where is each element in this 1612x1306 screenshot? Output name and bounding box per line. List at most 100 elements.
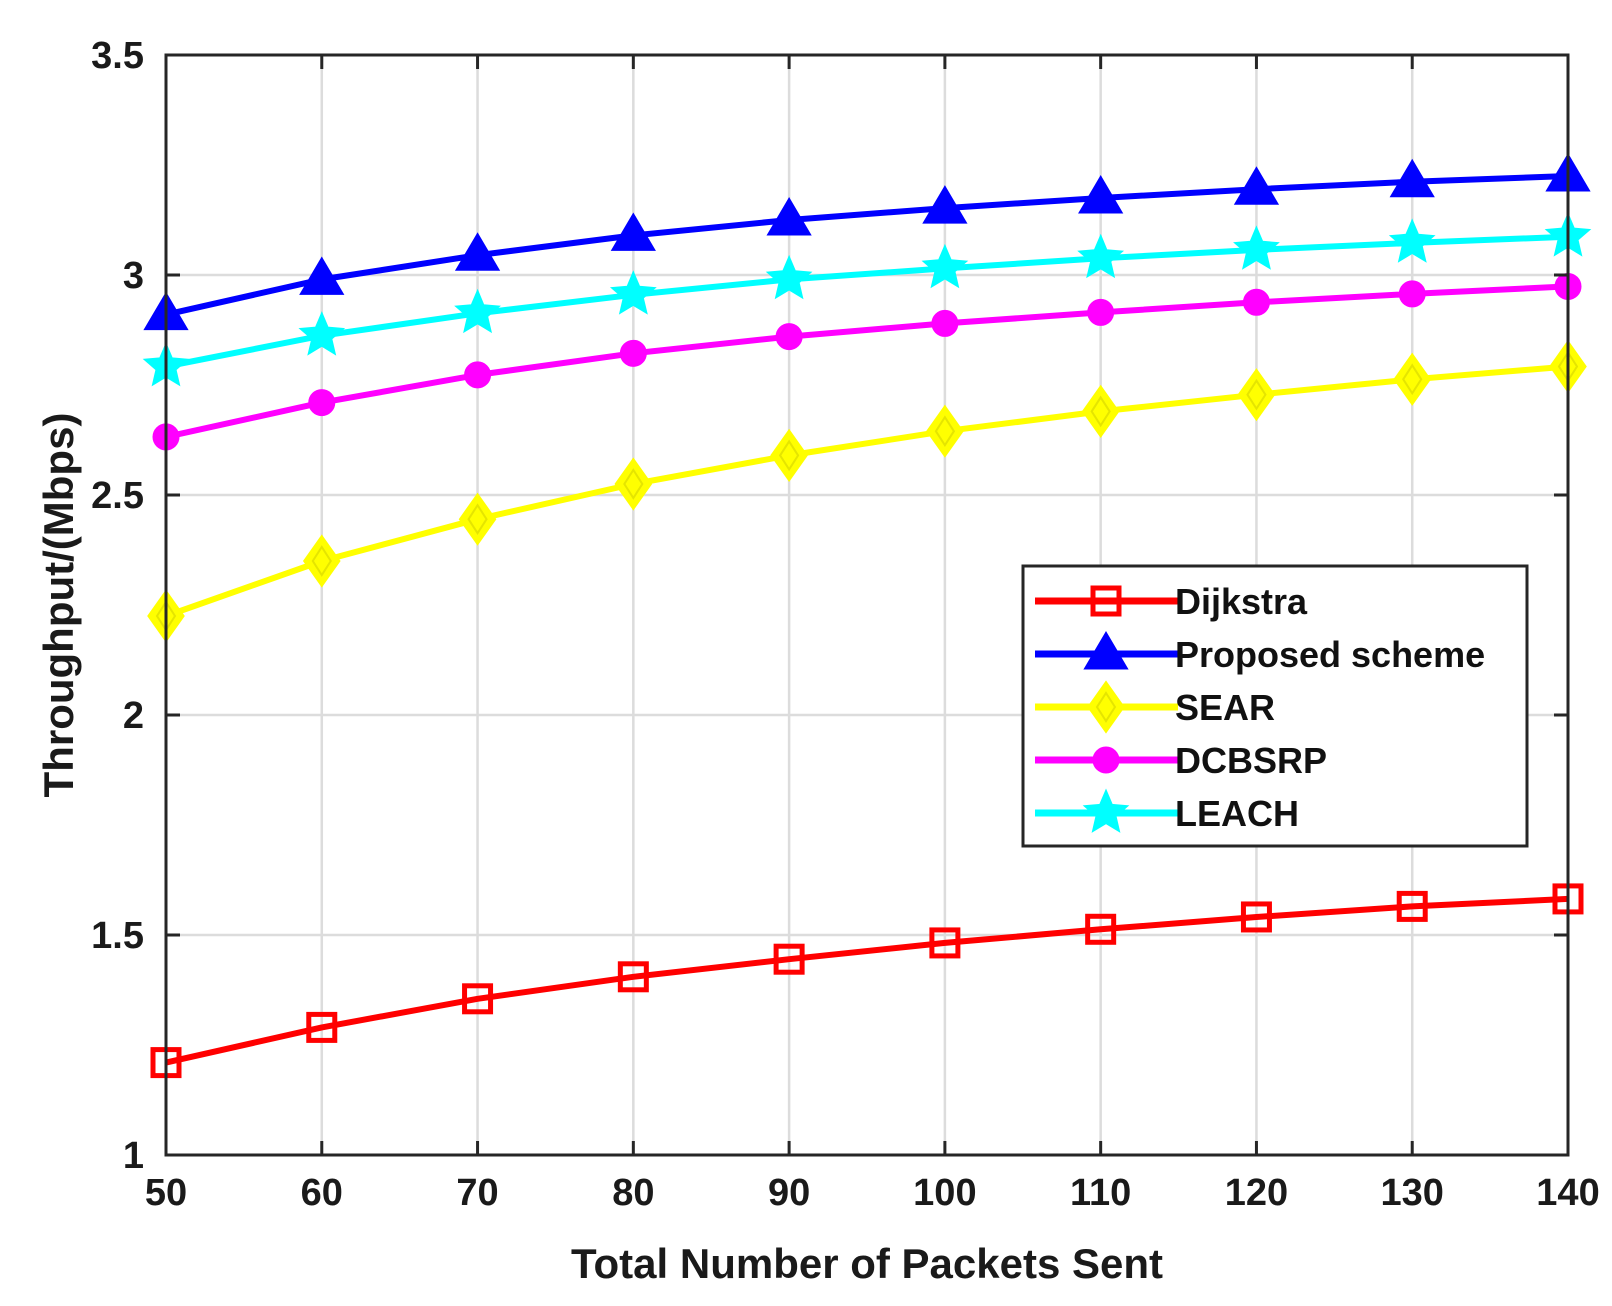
legend-label: LEACH [1175,793,1299,834]
data-point-dcbsrp [464,361,492,389]
data-point-dijkstra [1396,890,1428,922]
data-point-dijkstra [929,927,961,959]
series-leach [142,212,1592,387]
diamond-marker-shape [458,492,497,546]
data-point-sear [614,457,653,511]
diamond-marker-shape [1393,352,1432,406]
data-point-leach [1077,233,1125,279]
legend-swatch-marker [1092,746,1120,774]
diamond-marker-shape [770,428,808,482]
diamond-marker-inner [934,415,956,448]
data-point-sear [302,534,341,588]
diamond-marker-shape [1081,384,1120,438]
data-point-sear [1081,384,1120,438]
legend-item-dcbsrp: DCBSRP [1035,740,1327,781]
diamond-marker-inner [1090,395,1111,428]
x-tick-label: 60 [301,1172,343,1214]
data-point-proposed-scheme [299,256,345,295]
data-point-dijkstra [1085,913,1117,945]
legend-label: DCBSRP [1175,740,1327,781]
x-tick-label: 100 [913,1172,976,1214]
data-point-dijkstra [306,1011,338,1043]
data-point-dcbsrp [931,309,959,337]
data-point-dijkstra [617,961,649,993]
diamond-marker-inner [623,468,644,500]
data-point-sear [1393,352,1432,406]
data-point-sear [770,428,808,482]
legend-swatch-marker [1083,631,1129,670]
y-tick-label: 3.5 [91,35,144,77]
data-point-dijkstra [462,983,494,1015]
diamond-marker-inner [1095,691,1117,723]
data-point-dijkstra [1240,901,1272,933]
data-point-sear [458,492,497,546]
x-tick-label: 70 [456,1172,498,1214]
legend-item-proposed-scheme: Proposed scheme [1035,631,1485,675]
series-line-proposed-scheme [165,173,1569,318]
data-point-dijkstra [773,943,805,975]
diamond-marker-inner [1402,363,1423,396]
data-point-proposed-scheme [610,212,656,251]
legend-label: Proposed scheme [1175,634,1485,675]
diamond-marker-inner [311,545,332,577]
series-line-leach [165,233,1569,370]
series-sear [147,339,1587,643]
diamond-marker-inner [778,439,800,472]
legend-label: SEAR [1175,687,1275,728]
data-point-proposed-scheme [1233,166,1280,205]
data-point-leach [1233,225,1280,270]
series-line-dcbsrp [165,283,1569,440]
diamond-marker-shape [302,534,341,588]
legend-swatch-marker [1090,585,1122,617]
data-point-dcbsrp [1398,280,1426,308]
data-point-leach [298,311,346,356]
x-tick-labels: 50 60 70 80 90 100 110 120 130 140 [145,1172,1600,1214]
data-point-proposed-scheme [1389,158,1435,198]
series-line-sear [165,363,1569,619]
data-point-dcbsrp [1087,298,1115,326]
y-tick-label: 1.5 [91,915,144,957]
y-axis-title: Throughput/(Mbps) [35,413,82,798]
legend-swatch-marker [1087,680,1125,734]
data-point-leach [765,254,813,300]
y-tick-label: 1 [123,1135,144,1177]
x-tick-label: 50 [145,1172,187,1214]
data-point-leach [454,288,501,334]
plot-frame [164,53,1570,1157]
data-point-leach [609,270,657,315]
data-point-proposed-scheme [766,197,812,236]
y-tick-labels: 1 1.5 2 2.5 3 3.5 [91,35,144,1177]
y-tick-label: 2.5 [91,475,144,517]
data-point-leach [921,243,969,289]
x-tick-label: 80 [612,1172,654,1214]
data-point-proposed-scheme [922,185,968,224]
legend-label: Dijkstra [1175,581,1308,622]
legend-item-leach: LEACH [1035,788,1299,834]
legend-swatch-marker [1082,788,1130,833]
diamond-marker-shape [1237,368,1276,422]
data-point-leach [1388,218,1436,263]
legend-item-dijkstra: Dijkstra [1035,581,1308,622]
y-tick-label: 3 [123,255,144,297]
data-point-sear [1237,368,1276,422]
series-dijkstra [150,883,1584,1079]
data-point-dcbsrp [308,389,336,417]
data-point-dcbsrp [775,323,803,351]
x-tick-label: 90 [768,1172,810,1214]
x-tick-label: 130 [1381,1172,1444,1214]
x-tick-label: 110 [1070,1172,1131,1214]
axis-ticks [164,53,1570,1157]
x-axis-title: Total Number of Packets Sent [571,1240,1163,1287]
legend-item-sear: SEAR [1035,680,1275,734]
data-point-sear [926,404,964,458]
data-point-proposed-scheme [1078,175,1124,214]
diamond-marker-shape [1087,680,1125,734]
x-tick-label: 120 [1225,1172,1288,1214]
diamond-marker-shape [614,457,653,511]
x-tick-label: 140 [1536,1172,1599,1214]
diamond-marker-inner [1246,378,1267,411]
y-tick-label: 2 [123,695,144,737]
data-point-dcbsrp [1242,288,1270,316]
diamond-marker-shape [926,404,964,458]
